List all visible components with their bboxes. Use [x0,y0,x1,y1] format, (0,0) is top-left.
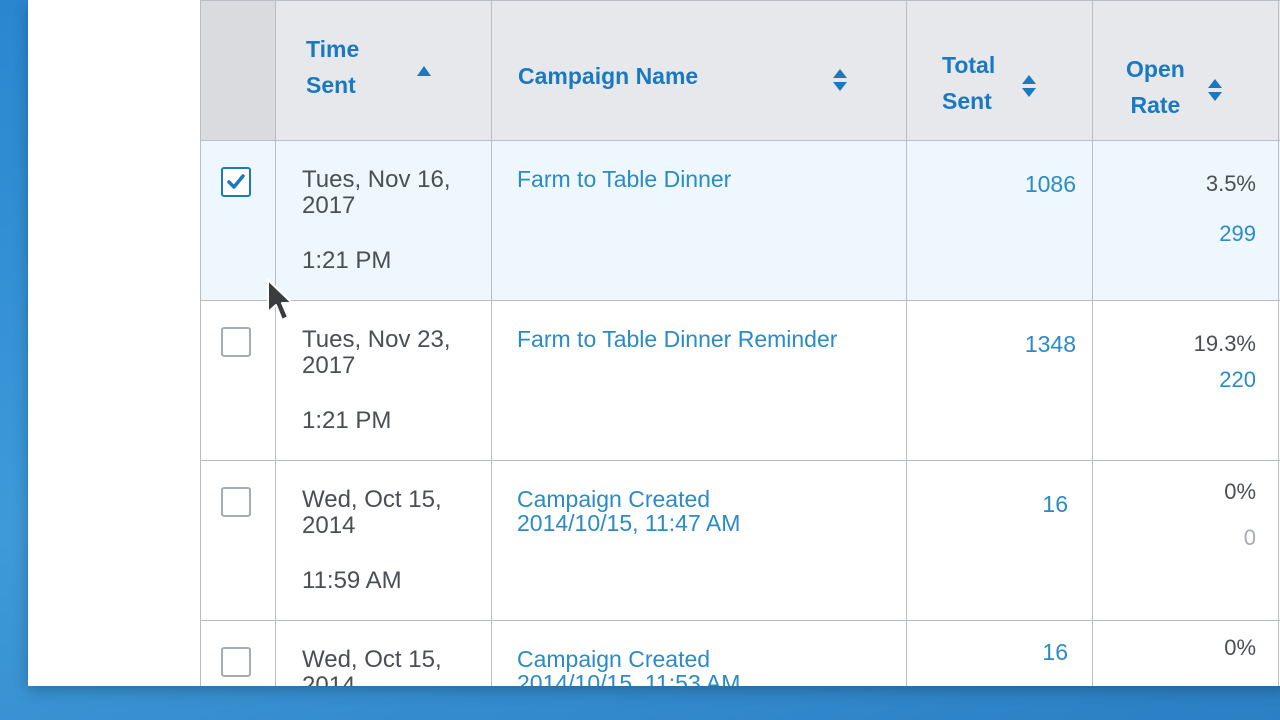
time-value: 11:59 AM [302,567,402,594]
opens-count-link[interactable]: 299 [1219,221,1256,246]
table-header-row: Time Sent Campaign Name Total [200,0,1280,141]
row-checkbox[interactable] [221,327,251,357]
total-sent-header-line1: Total [942,52,996,78]
total-sent-cell: 16 [906,620,1093,686]
row-checkbox[interactable] [221,167,251,197]
column-header-time-sent[interactable]: Time Sent [275,0,492,141]
table-row[interactable]: Wed, Oct 15, 2014 11:59 AM Campaign Crea… [200,460,1280,621]
open-rate-header-line2: Rate [1130,92,1181,118]
row-select-cell [200,140,276,301]
date-line2: 2017 [302,352,356,379]
date-line1: Wed, Oct 15, [302,486,442,513]
row-checkbox[interactable] [221,647,251,677]
campaign-name-line1: Campaign Created [517,646,711,672]
campaign-name-cell: Campaign Created 2014/10/15, 11:53 AM [491,620,907,686]
total-sent-link[interactable]: 1086 [1024,171,1076,197]
open-rate-cell: 0% 0 [1092,460,1279,621]
open-rate-cell: 19.3% 220 [1092,300,1279,461]
open-rate-value: 19.3% [1193,331,1256,356]
campaign-link[interactable]: Campaign Created 2014/10/15, 11:53 AM [517,647,877,686]
total-sent-cell: 16 [906,460,1093,621]
campaign-link[interactable]: Campaign Created 2014/10/15, 11:47 AM [517,487,877,535]
total-sent-cell: 1348 [906,300,1093,461]
campaigns-table: Time Sent Campaign Name Total [200,0,1280,686]
campaign-table-panel: Time Sent Campaign Name Total [28,0,1280,686]
campaign-name-cell: Farm to Table Dinner Reminder [491,300,907,461]
total-sent-link[interactable]: 16 [1042,491,1068,517]
time-value: 1:21 PM [302,407,392,434]
column-header-campaign-name[interactable]: Campaign Name [491,0,907,141]
campaign-link[interactable]: Farm to Table Dinner [517,167,877,191]
open-rate-value: 3.5% [1205,171,1256,196]
table-row[interactable]: Tues, Nov 16, 2017 1:21 PM Farm to Table… [200,140,1280,301]
next-column-cell [1278,620,1280,686]
column-header-total-sent[interactable]: Total Sent [906,0,1093,141]
row-select-cell [200,620,276,686]
table-row[interactable]: Wed, Oct 15, 2014 Campaign Created 2014/… [200,620,1280,687]
sort-asc-icon[interactable] [417,66,431,76]
total-sent-cell: 1086 [906,140,1093,301]
sort-icon[interactable] [1022,75,1036,97]
row-checkbox[interactable] [221,487,251,517]
select-column-header [200,0,276,141]
campaign-name-cell: Farm to Table Dinner [491,140,907,301]
sort-icon[interactable] [833,69,847,91]
time-sent-header-line1: Time [306,36,360,62]
mouse-pointer-icon [267,279,293,321]
open-rate-cell: 3.5% 299 [1092,140,1279,301]
open-rate-cell: 0% [1092,620,1279,686]
total-sent-link[interactable]: 16 [1042,639,1068,665]
total-sent-header-line2: Sent [942,88,992,114]
campaign-name-line2: 2014/10/15, 11:47 AM [517,510,741,536]
time-sent-cell: Wed, Oct 15, 2014 11:59 AM [275,460,492,621]
time-sent-cell: Wed, Oct 15, 2014 [275,620,492,687]
open-rate-header-line1: Open [1126,56,1185,82]
campaign-name-line2: 2014/10/15, 11:53 AM [517,670,741,686]
table-row[interactable]: Tues, Nov 23, 2017 1:21 PM Farm to Table… [200,300,1280,461]
campaign-name-line1: Farm to Table Dinner [517,166,732,192]
campaign-link[interactable]: Farm to Table Dinner Reminder [517,327,877,351]
checkmark-icon [227,174,245,189]
campaign-name-cell: Campaign Created 2014/10/15, 11:47 AM [491,460,907,621]
row-select-cell [200,460,276,621]
campaign-name-line1: Campaign Created [517,486,711,512]
opens-count-link[interactable]: 220 [1219,367,1256,392]
row-select-cell [200,300,276,461]
time-value: 1:21 PM [302,247,392,274]
time-sent-cell: Tues, Nov 16, 2017 1:21 PM [275,140,492,301]
time-sent-header-line2: Sent [306,72,356,98]
total-sent-link[interactable]: 1348 [1024,331,1076,357]
campaign-name-header: Campaign Name [518,63,699,89]
sort-icon[interactable] [1208,79,1222,101]
date-line1: Wed, Oct 15, [302,646,442,673]
opens-count-link[interactable]: 0 [1243,525,1256,550]
time-sent-cell: Tues, Nov 23, 2017 1:21 PM [275,300,492,461]
open-rate-value: 0% [1224,479,1256,504]
open-rate-value: 0% [1224,635,1256,660]
date-line1: Tues, Nov 16, [302,166,451,193]
date-line2: 2014 [302,672,356,687]
date-line1: Tues, Nov 23, [302,326,451,353]
campaign-name-line1: Farm to Table Dinner Reminder [517,326,838,352]
column-header-open-rate[interactable]: Open Rate [1092,0,1279,141]
date-line2: 2017 [302,192,356,219]
date-line2: 2014 [302,512,356,539]
